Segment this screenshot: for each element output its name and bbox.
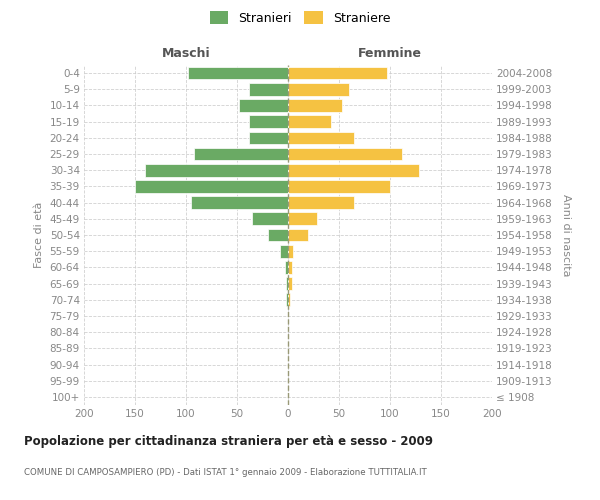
Bar xyxy=(288,83,349,96)
Text: COMUNE DI CAMPOSAMPIERO (PD) - Dati ISTAT 1° gennaio 2009 - Elaborazione TUTTITA: COMUNE DI CAMPOSAMPIERO (PD) - Dati ISTA… xyxy=(24,468,427,477)
Text: Maschi: Maschi xyxy=(161,47,211,60)
Bar xyxy=(288,132,355,144)
Bar xyxy=(288,294,290,306)
Bar xyxy=(194,148,288,160)
Bar xyxy=(249,83,288,96)
Bar xyxy=(191,196,288,209)
Text: Popolazione per cittadinanza straniera per età e sesso - 2009: Popolazione per cittadinanza straniera p… xyxy=(24,435,433,448)
Legend: Stranieri, Straniere: Stranieri, Straniere xyxy=(205,6,395,30)
Bar xyxy=(288,278,292,290)
Bar xyxy=(288,148,402,160)
Text: Femmine: Femmine xyxy=(358,47,422,60)
Bar xyxy=(288,164,419,176)
Bar xyxy=(288,212,317,225)
Bar xyxy=(188,67,288,80)
Bar xyxy=(145,164,288,176)
Bar xyxy=(288,261,292,274)
Bar xyxy=(286,294,288,306)
Bar xyxy=(286,278,288,290)
Bar xyxy=(288,180,390,192)
Bar xyxy=(288,228,308,241)
Bar xyxy=(268,228,288,241)
Bar xyxy=(239,99,288,112)
Bar xyxy=(288,245,293,258)
Y-axis label: Anni di nascita: Anni di nascita xyxy=(561,194,571,276)
Bar xyxy=(249,132,288,144)
Bar xyxy=(285,261,288,274)
Bar xyxy=(249,116,288,128)
Bar xyxy=(288,116,331,128)
Bar xyxy=(253,212,288,225)
Bar xyxy=(288,99,342,112)
Bar xyxy=(135,180,288,192)
Bar xyxy=(288,196,355,209)
Bar xyxy=(288,67,387,80)
Bar xyxy=(280,245,288,258)
Y-axis label: Fasce di età: Fasce di età xyxy=(34,202,44,268)
